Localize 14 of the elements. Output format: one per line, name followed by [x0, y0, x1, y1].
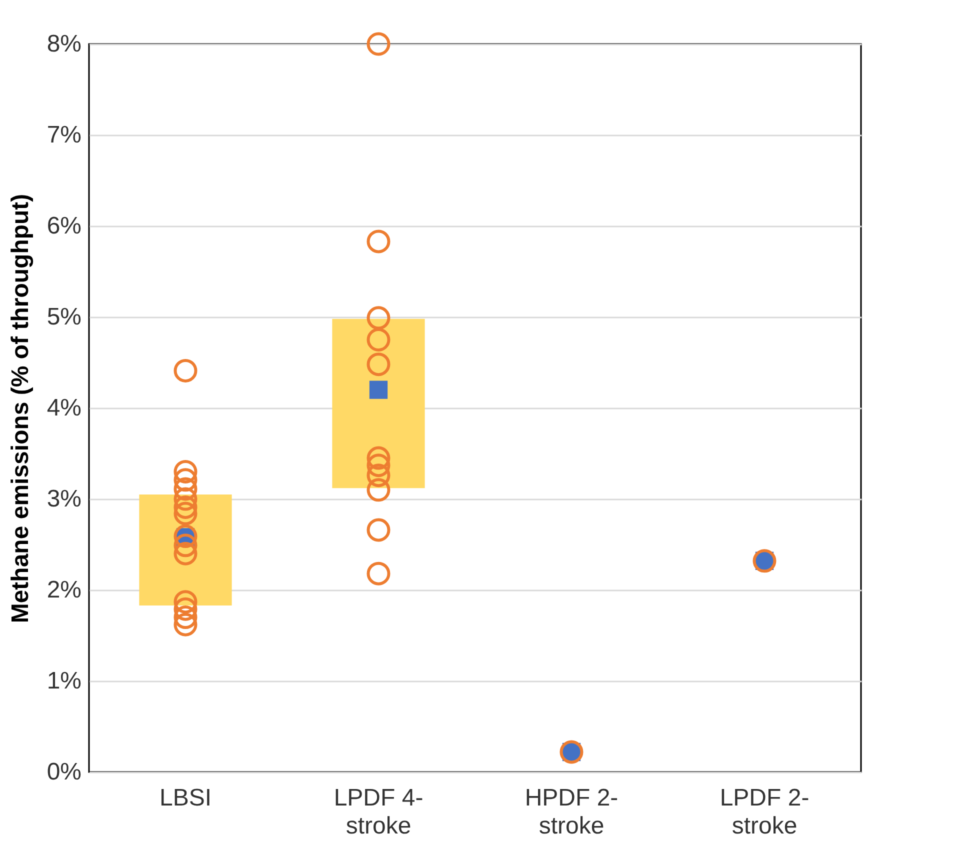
- x-tick-label: LPDF 2-stroke: [720, 784, 810, 840]
- y-tick-label: 8%: [46, 30, 82, 58]
- y-tick-label: 6%: [46, 212, 82, 240]
- x-tick-label: LBSI: [159, 784, 212, 812]
- x-tick-label: HPDF 2-stroke: [524, 784, 618, 840]
- x-tick-label: LPDF 4-stroke: [334, 784, 424, 840]
- y-tick-label: 0%: [46, 758, 82, 786]
- y-tick-label: 5%: [46, 304, 82, 330]
- y-tick-label: 1%: [46, 668, 82, 694]
- y-axis-title: Methane emissions (% of throughput): [6, 194, 34, 624]
- y-tick-label: 4%: [46, 394, 82, 422]
- y-tick-label: 7%: [46, 122, 82, 148]
- y-tick-label: 2%: [46, 576, 82, 604]
- y-tick-label: 3%: [46, 486, 82, 512]
